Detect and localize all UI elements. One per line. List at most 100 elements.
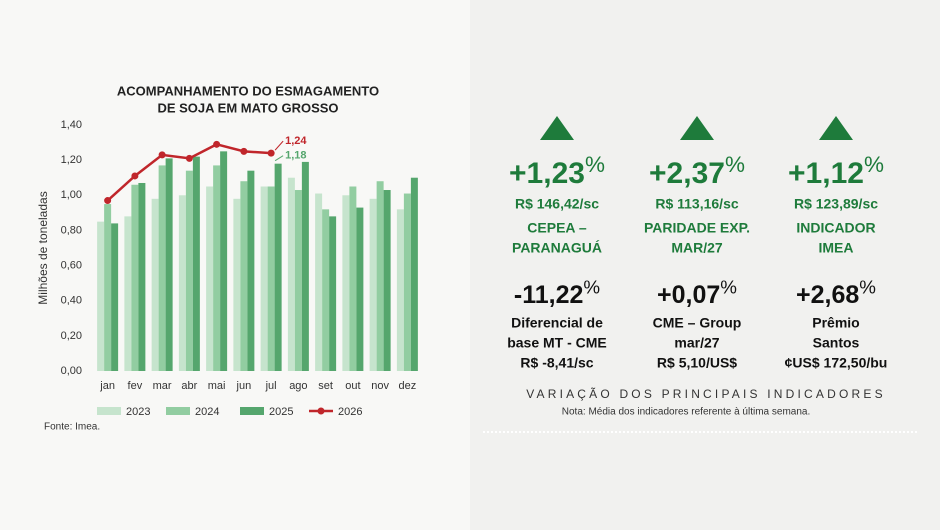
- change-unit: %: [585, 152, 605, 177]
- bar: [158, 165, 166, 371]
- bar: [247, 170, 255, 371]
- bar: [315, 193, 323, 371]
- bar: [192, 156, 200, 371]
- change-value: -11,22: [514, 281, 584, 309]
- bar: [267, 186, 275, 371]
- point: [213, 140, 221, 148]
- legend-point: [317, 407, 325, 415]
- bar: [274, 163, 282, 371]
- up-arrow: [819, 116, 853, 140]
- legend-swatch: [166, 407, 190, 415]
- y-axis-label: Milhões de toneladas: [36, 191, 50, 304]
- change: +1,23%: [509, 152, 605, 190]
- bar: [240, 181, 248, 371]
- x-tick-label: set: [318, 380, 333, 392]
- chart-title: DE SOJA EM MATO GROSSO: [157, 100, 338, 115]
- indicator-label: mar/27: [674, 335, 719, 351]
- bar: [213, 165, 221, 371]
- price: R$ 123,89/sc: [794, 196, 878, 212]
- indicator-label: PARIDADE EXP.: [644, 220, 750, 236]
- point: [104, 197, 112, 205]
- indicator-label: PARANAGUÁ: [512, 240, 602, 256]
- x-tick-label: mar: [153, 380, 172, 392]
- change: +1,12%: [788, 152, 884, 190]
- indicator-label: R$ 5,10/US$: [657, 355, 737, 371]
- label-leader: [274, 155, 284, 162]
- bar: [329, 216, 337, 371]
- bar: [111, 223, 119, 371]
- change-unit: %: [864, 152, 884, 177]
- point: [158, 151, 166, 159]
- change-value: +1,12: [788, 157, 864, 190]
- bar: [342, 195, 350, 371]
- indicator-label: Diferencial de: [511, 315, 603, 331]
- bar: [294, 190, 302, 371]
- label-leader: [274, 140, 284, 151]
- legend-label: 2025: [269, 406, 293, 418]
- y-tick-label: 0,40: [61, 295, 82, 307]
- x-tick-label: jun: [236, 380, 252, 392]
- point: [240, 147, 248, 155]
- bar: [220, 151, 228, 371]
- y-tick-label: 0,60: [61, 259, 82, 271]
- bar: [376, 181, 384, 371]
- y-tick-label: 0,80: [61, 224, 82, 236]
- x-tick-label: mai: [208, 380, 226, 392]
- legend-label: 2023: [126, 406, 150, 418]
- x-tick-label: fev: [128, 380, 143, 392]
- note: Nota: Média dos indicadores referente à …: [562, 407, 810, 418]
- bar: [322, 209, 330, 371]
- x-tick-label: ago: [289, 380, 307, 392]
- change: +2,37%: [649, 152, 745, 190]
- bar: [356, 207, 364, 371]
- data-label: 1,18: [285, 150, 306, 162]
- indicator-label: CEPEA –: [527, 220, 587, 236]
- bar: [151, 198, 159, 371]
- bar: [131, 184, 139, 371]
- change-unit: %: [720, 276, 737, 297]
- change-unit: %: [725, 152, 745, 177]
- x-tick-label: out: [345, 380, 360, 392]
- change-value: +0,07: [657, 281, 720, 309]
- price: R$ 113,16/sc: [655, 196, 739, 212]
- point: [185, 154, 193, 162]
- change-value: +2,37: [649, 157, 725, 190]
- indicator-label: IMEA: [819, 240, 854, 256]
- y-tick-label: 1,40: [61, 119, 82, 131]
- legend-label: 2024: [195, 406, 219, 418]
- x-tick-label: jan: [99, 380, 115, 392]
- bar: [410, 177, 418, 371]
- y-tick-label: 1,20: [61, 154, 82, 166]
- y-tick-label: 0,20: [61, 330, 82, 342]
- bar: [349, 186, 357, 371]
- indicator-label: R$ -8,41/sc: [520, 355, 593, 371]
- source: Fonte: Imea.: [44, 422, 100, 433]
- x-tick-label: dez: [399, 380, 417, 392]
- indicator-label: Santos: [813, 335, 860, 351]
- bar: [124, 216, 132, 371]
- bar: [206, 186, 214, 371]
- up-arrow: [540, 116, 574, 140]
- change-unit: %: [859, 276, 876, 297]
- bar: [301, 161, 309, 371]
- indicator-label: INDICADOR: [796, 220, 875, 236]
- y-tick-label: 1,00: [61, 189, 82, 201]
- change: +2,68%: [796, 276, 876, 308]
- x-tick-label: abr: [181, 380, 197, 392]
- bar: [287, 177, 295, 371]
- point: [131, 172, 139, 180]
- indicator-label: MAR/27: [671, 240, 723, 256]
- y-tick-label: 0,00: [61, 365, 82, 377]
- indicator-label: base MT - CME: [507, 335, 607, 351]
- change: +0,07%: [657, 276, 737, 308]
- x-tick-label: jul: [265, 380, 277, 392]
- indicator-label: Prêmio: [812, 315, 859, 331]
- bar: [165, 158, 173, 371]
- change-value: +1,23: [509, 157, 585, 190]
- bar: [403, 193, 411, 371]
- legend-label: 2026: [338, 406, 362, 418]
- legend-swatch: [97, 407, 121, 415]
- data-label: 1,24: [285, 135, 307, 147]
- bar: [178, 195, 186, 371]
- x-tick-label: nov: [371, 380, 389, 392]
